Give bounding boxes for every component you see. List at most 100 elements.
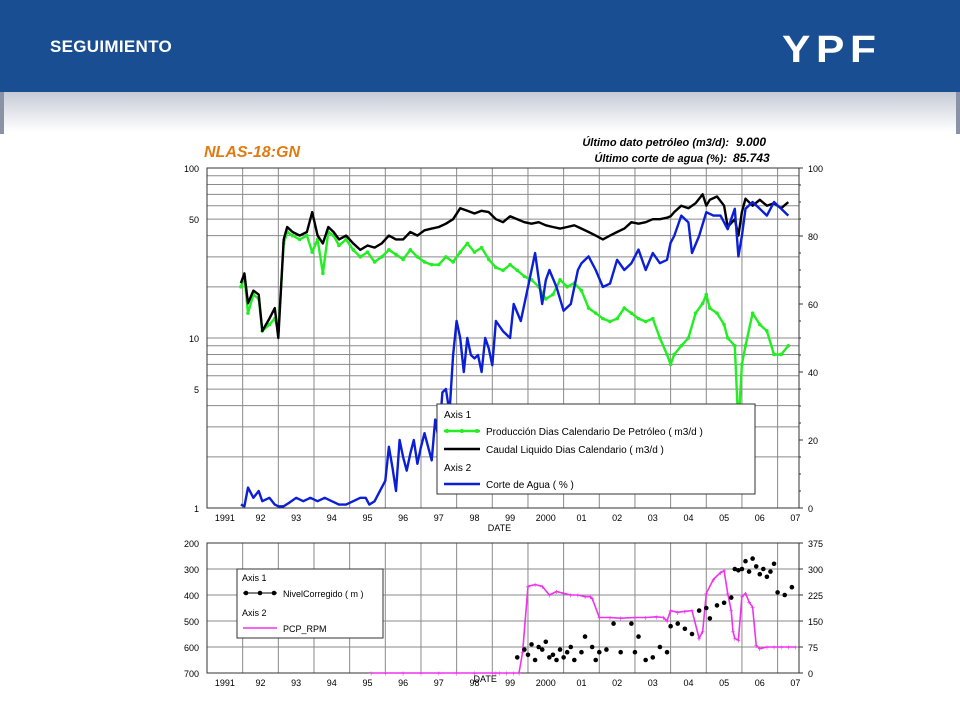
top-x-tick-label: 06 (755, 513, 765, 523)
bottom-chart: 200 300 400 500 600 700 375 300 225 150 75 0 1991 92 9… (184, 539, 823, 688)
series-point-pcp-rpm: + (743, 589, 748, 598)
series-point-producci-n-dias-calendario-de-petr-leo-m3-d (586, 306, 591, 310)
top-left-tick-label: 100 (184, 164, 199, 174)
ypf-logo-text: YPF (782, 31, 882, 67)
top-x-tick-label: 07 (790, 513, 800, 523)
series-line-caudal-liquido-dias-calendario-m3-d (239, 193, 790, 340)
series-point-pcp-rpm: + (665, 617, 670, 626)
series-point-nivelcorregido-m (650, 655, 656, 660)
series-point-pcp-rpm: + (526, 582, 531, 591)
series-point-pcp-rpm: + (729, 607, 734, 616)
series-point-producci-n-dias-calendario-de-petr-leo-m3-d (579, 288, 584, 293)
bottom-x-tick-label: 99 (505, 678, 515, 688)
bottom-left-tick-label: 400 (184, 591, 199, 601)
bottom-x-tick-label: 92 (255, 678, 265, 688)
series-point-producci-n-dias-calendario-de-petr-leo-m3-d (321, 271, 325, 276)
series-point-producci-n-dias-calendario-de-petr-leo-m3-d (486, 257, 491, 262)
top-x-axis-label: DATE (488, 523, 511, 533)
series-point-nivelcorregido-m (561, 655, 566, 660)
series-point-pcp-rpm: + (490, 669, 495, 678)
series-point-pcp-rpm: + (401, 669, 406, 678)
series-point-nivelcorregido-m (746, 569, 752, 574)
series-point-nivelcorregido-m (657, 644, 663, 650)
top-legend-item: Producción Dias Calendario De Petróleo (… (486, 427, 703, 438)
bottom-right-tick-label: 375 (808, 539, 823, 549)
series-point-producci-n-dias-calendario-de-petr-leo-m3-d (551, 292, 555, 297)
bottom-left-tick-label: 500 (184, 617, 199, 627)
series-point-pcp-rpm: + (654, 613, 659, 622)
series-point-nivelcorregido-m (529, 642, 534, 647)
series-point-nivelcorregido-m (536, 644, 541, 650)
series-point-producci-n-dias-calendario-de-petr-leo-m3-d (344, 237, 348, 242)
series-point-pcp-rpm: + (590, 594, 595, 603)
series-point-producci-n-dias-calendario-de-petr-leo-m3-d (351, 248, 356, 252)
top-x-tick-label: 05 (719, 513, 729, 523)
series-point-nivelcorregido-m (768, 569, 773, 574)
series-point-pcp-rpm: + (540, 582, 545, 591)
bottom-legend-axis2-label: Axis 2 (242, 608, 267, 618)
bottom-x-tick-label: 98 (469, 678, 479, 688)
series-point-producci-n-dias-calendario-de-petr-leo-m3-d (365, 250, 370, 254)
series-point-producci-n-dias-calendario-de-petr-leo-m3-d (700, 301, 705, 306)
series-point-pcp-rpm: + (547, 591, 552, 600)
series-point-producci-n-dias-calendario-de-petr-leo-m3-d (658, 336, 662, 340)
series-point-pcp-rpm: + (633, 614, 638, 623)
series-point-pcp-rpm: + (511, 669, 516, 678)
top-x-tick-label: 03 (648, 513, 658, 523)
series-line-pcp-rpm (371, 569, 796, 674)
series-point-producci-n-dias-calendario-de-petr-leo-m3-d (608, 319, 612, 324)
top-x-tick-label: 96 (398, 513, 408, 523)
top-left-tick-label: 1 (194, 504, 199, 514)
series-point-pcp-rpm: + (683, 607, 688, 616)
series-point-producci-n-dias-calendario-de-petr-leo-m3-d (704, 292, 709, 297)
series-point-pcp-rpm: + (765, 643, 770, 652)
series-point-producci-n-dias-calendario-de-petr-leo-m3-d (757, 322, 762, 327)
series-point-producci-n-dias-calendario-de-petr-leo-m3-d (444, 255, 448, 259)
legend-marker-nivelcorregido (243, 590, 249, 596)
series-point-producci-n-dias-calendario-de-petr-leo-m3-d (565, 285, 569, 289)
series-point-producci-n-dias-calendario-de-petr-leo-m3-d (558, 277, 562, 282)
header-banner (0, 0, 960, 92)
series-point-producci-n-dias-calendario-de-petr-leo-m3-d (458, 250, 463, 254)
series-point-producci-n-dias-calendario-de-petr-leo-m3-d (668, 362, 673, 367)
frame-left-edge (0, 92, 4, 134)
series-point-nivelcorregido-m (664, 649, 670, 655)
series-point-pcp-rpm: + (668, 607, 673, 616)
series-point-producci-n-dias-calendario-de-petr-leo-m3-d (522, 274, 527, 279)
bottom-x-tick-label: 04 (683, 678, 693, 688)
series-point-nivelcorregido-m (596, 649, 602, 655)
series-point-pcp-rpm: + (533, 581, 538, 590)
top-x-tick-label: 92 (255, 513, 265, 523)
series-point-pcp-rpm: + (419, 669, 424, 678)
ypf-logo: YPF (782, 31, 882, 67)
series-point-producci-n-dias-calendario-de-petr-leo-m3-d (593, 311, 598, 315)
bottom-legend-axis1-label: Axis 1 (242, 573, 267, 583)
series-point-producci-n-dias-calendario-de-petr-leo-m3-d (672, 352, 676, 357)
series-point-producci-n-dias-calendario-de-petr-leo-m3-d (740, 362, 744, 367)
series-point-nivelcorregido-m (636, 634, 641, 639)
bottom-left-tick-label: 200 (184, 539, 199, 549)
top-legend-box (436, 403, 756, 495)
series-point-producci-n-dias-calendario-de-petr-leo-m3-d (636, 316, 641, 321)
bottom-legend-item: NivelCorregido ( m ) (283, 589, 364, 599)
series-point-producci-n-dias-calendario-de-petr-leo-m3-d (394, 252, 398, 257)
series-point-producci-n-dias-calendario-de-petr-leo-m3-d (786, 343, 791, 348)
bottom-x-tick-label: 03 (648, 678, 658, 688)
series-point-pcp-rpm: + (597, 614, 602, 623)
series-point-nivelcorregido-m (714, 603, 720, 608)
bottom-right-tick-label: 0 (808, 669, 813, 679)
bottom-left-tick-label: 600 (184, 643, 199, 653)
series-point-nivelcorregido-m (589, 644, 595, 650)
series-point-pcp-rpm: + (704, 589, 709, 598)
series-point-nivelcorregido-m (522, 647, 527, 652)
series-point-nivelcorregido-m (604, 647, 609, 652)
bottom-x-tick-label: 06 (755, 678, 765, 688)
series-point-producci-n-dias-calendario-de-petr-leo-m3-d (643, 319, 648, 324)
series-point-nivelcorregido-m (736, 568, 741, 573)
series-point-pcp-rpm: + (725, 589, 730, 598)
top-x-tick-label: 04 (683, 513, 693, 523)
series-point-nivelcorregido-m (775, 590, 780, 595)
legend-marker-producci-n-dias-calendario-de-petr-leo-m3-d (460, 429, 464, 433)
series-point-nivelcorregido-m (771, 561, 777, 567)
